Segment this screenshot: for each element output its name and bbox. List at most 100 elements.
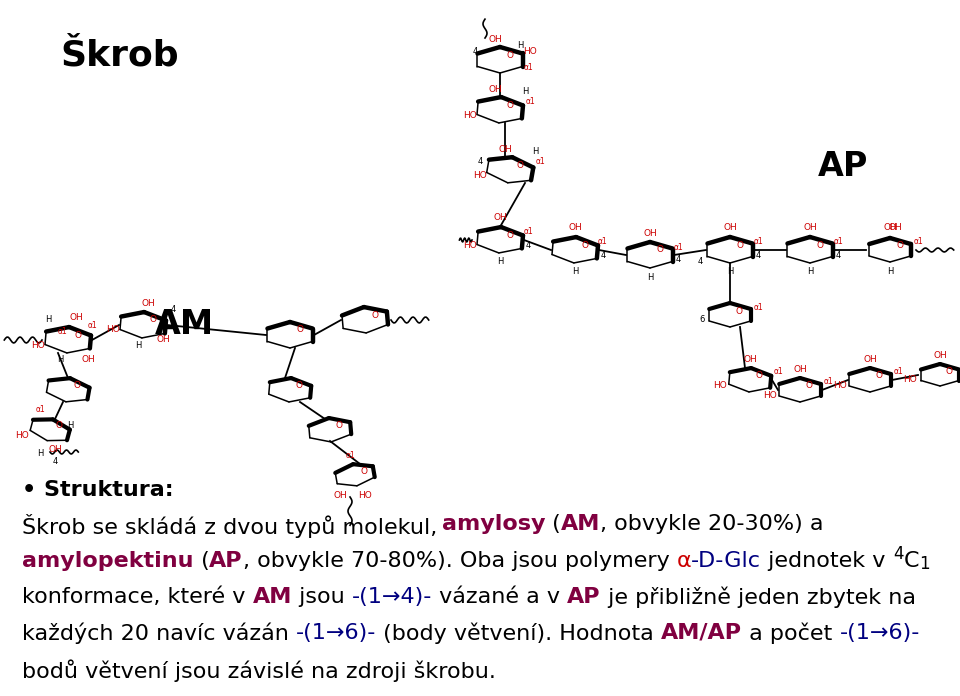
Text: C: C xyxy=(903,551,919,571)
Text: -(1→6)-: -(1→6)- xyxy=(840,623,920,643)
Text: H: H xyxy=(57,356,63,365)
Text: O: O xyxy=(735,306,742,315)
Text: HO: HO xyxy=(903,376,917,384)
Text: jednotek v: jednotek v xyxy=(761,551,893,571)
Text: bodů větvení jsou závislé na zdroji škrobu.: bodů větvení jsou závislé na zdroji škro… xyxy=(22,659,496,681)
Text: O: O xyxy=(75,331,82,340)
Text: O: O xyxy=(507,100,514,109)
Text: OH: OH xyxy=(723,223,737,232)
Text: OH: OH xyxy=(568,223,582,232)
Text: OH: OH xyxy=(933,351,947,360)
Text: O: O xyxy=(56,422,62,431)
Text: H: H xyxy=(806,267,813,276)
Text: HO: HO xyxy=(31,340,45,349)
Text: α1: α1 xyxy=(59,328,68,336)
Text: 4: 4 xyxy=(676,255,681,264)
Text: OH: OH xyxy=(498,145,512,155)
Text: O: O xyxy=(582,241,588,249)
Text: a počet: a počet xyxy=(742,623,840,644)
Text: HO: HO xyxy=(833,381,847,390)
Text: 4: 4 xyxy=(477,157,483,166)
Text: α1: α1 xyxy=(754,237,763,246)
Text: HO: HO xyxy=(763,390,777,400)
Text: α1: α1 xyxy=(823,377,833,386)
Text: H: H xyxy=(887,267,893,276)
Text: α1: α1 xyxy=(346,450,355,459)
Text: OH: OH xyxy=(488,35,502,45)
Text: α1: α1 xyxy=(913,237,923,246)
Text: O: O xyxy=(876,372,882,381)
Text: O: O xyxy=(296,381,302,390)
Text: AM: AM xyxy=(252,587,292,607)
Text: O: O xyxy=(150,315,156,324)
Text: α1: α1 xyxy=(36,406,45,415)
Text: HO: HO xyxy=(107,326,120,335)
Text: OH: OH xyxy=(863,356,876,365)
Text: α1: α1 xyxy=(523,63,533,72)
Text: 4: 4 xyxy=(600,251,606,260)
Text: α1: α1 xyxy=(754,303,763,312)
Text: , obvykle 70-80%). Oba jsou polymery: , obvykle 70-80%). Oba jsou polymery xyxy=(243,551,677,571)
Text: OH: OH xyxy=(883,223,897,232)
Text: 4: 4 xyxy=(697,258,703,267)
Text: , obvykle 20-30%) a: , obvykle 20-30%) a xyxy=(600,514,824,534)
Text: H: H xyxy=(36,450,43,459)
Text: H: H xyxy=(497,258,503,267)
Text: α: α xyxy=(677,551,691,571)
Text: O: O xyxy=(817,241,824,249)
Text: HO: HO xyxy=(15,431,29,439)
Text: (body větvení). Hodnota: (body větvení). Hodnota xyxy=(376,623,661,644)
Text: OH: OH xyxy=(888,223,901,232)
Text: H: H xyxy=(572,267,578,276)
Text: AM: AM xyxy=(155,308,214,341)
Text: H: H xyxy=(134,340,141,349)
Text: Škrob: Škrob xyxy=(60,38,179,72)
Text: H: H xyxy=(67,420,73,429)
Text: O: O xyxy=(756,372,762,381)
Text: AM/AP: AM/AP xyxy=(661,623,742,643)
Text: (: ( xyxy=(545,514,561,534)
Text: O: O xyxy=(335,422,343,431)
Text: α1: α1 xyxy=(773,367,782,377)
Text: 4: 4 xyxy=(525,241,531,249)
Text: OH: OH xyxy=(643,228,657,237)
Text: O: O xyxy=(361,466,368,475)
Text: HO: HO xyxy=(463,241,477,249)
Text: amylopektinu: amylopektinu xyxy=(22,551,194,571)
Text: -D-Glc: -D-Glc xyxy=(691,551,761,571)
Text: α1: α1 xyxy=(673,242,683,251)
Text: amylosy: amylosy xyxy=(442,514,545,534)
Text: H: H xyxy=(532,148,539,157)
Text: O: O xyxy=(507,51,514,59)
Text: α1: α1 xyxy=(535,157,545,166)
Text: OH: OH xyxy=(793,365,806,374)
Text: je přibližně jeden zbytek na: je přibližně jeden zbytek na xyxy=(601,587,916,608)
Text: HO: HO xyxy=(523,47,537,56)
Text: AP: AP xyxy=(567,587,601,607)
Text: H: H xyxy=(647,273,653,281)
Text: AM: AM xyxy=(561,514,600,534)
Text: konformace, které v: konformace, které v xyxy=(22,587,252,607)
Text: 4: 4 xyxy=(893,545,903,563)
Text: OH: OH xyxy=(156,335,170,345)
Text: OH: OH xyxy=(69,313,83,322)
Text: vázané a v: vázané a v xyxy=(432,587,567,607)
Text: H: H xyxy=(516,40,523,49)
Text: OH: OH xyxy=(141,299,155,308)
Text: α1: α1 xyxy=(833,237,843,246)
Text: H: H xyxy=(727,267,733,276)
Text: OH: OH xyxy=(333,491,347,500)
Text: OH: OH xyxy=(488,86,502,95)
Text: α1: α1 xyxy=(88,320,98,329)
Text: O: O xyxy=(897,241,903,249)
Text: α1: α1 xyxy=(893,367,902,377)
Text: OH: OH xyxy=(493,214,507,223)
Text: OH: OH xyxy=(743,356,756,365)
Text: O: O xyxy=(516,161,523,170)
Text: 4: 4 xyxy=(472,47,478,56)
Text: OH: OH xyxy=(82,356,95,365)
Text: H: H xyxy=(522,88,528,97)
Text: • Struktura:: • Struktura: xyxy=(22,480,174,500)
Text: HO: HO xyxy=(713,381,727,390)
Text: -(1→4)-: -(1→4)- xyxy=(351,587,432,607)
